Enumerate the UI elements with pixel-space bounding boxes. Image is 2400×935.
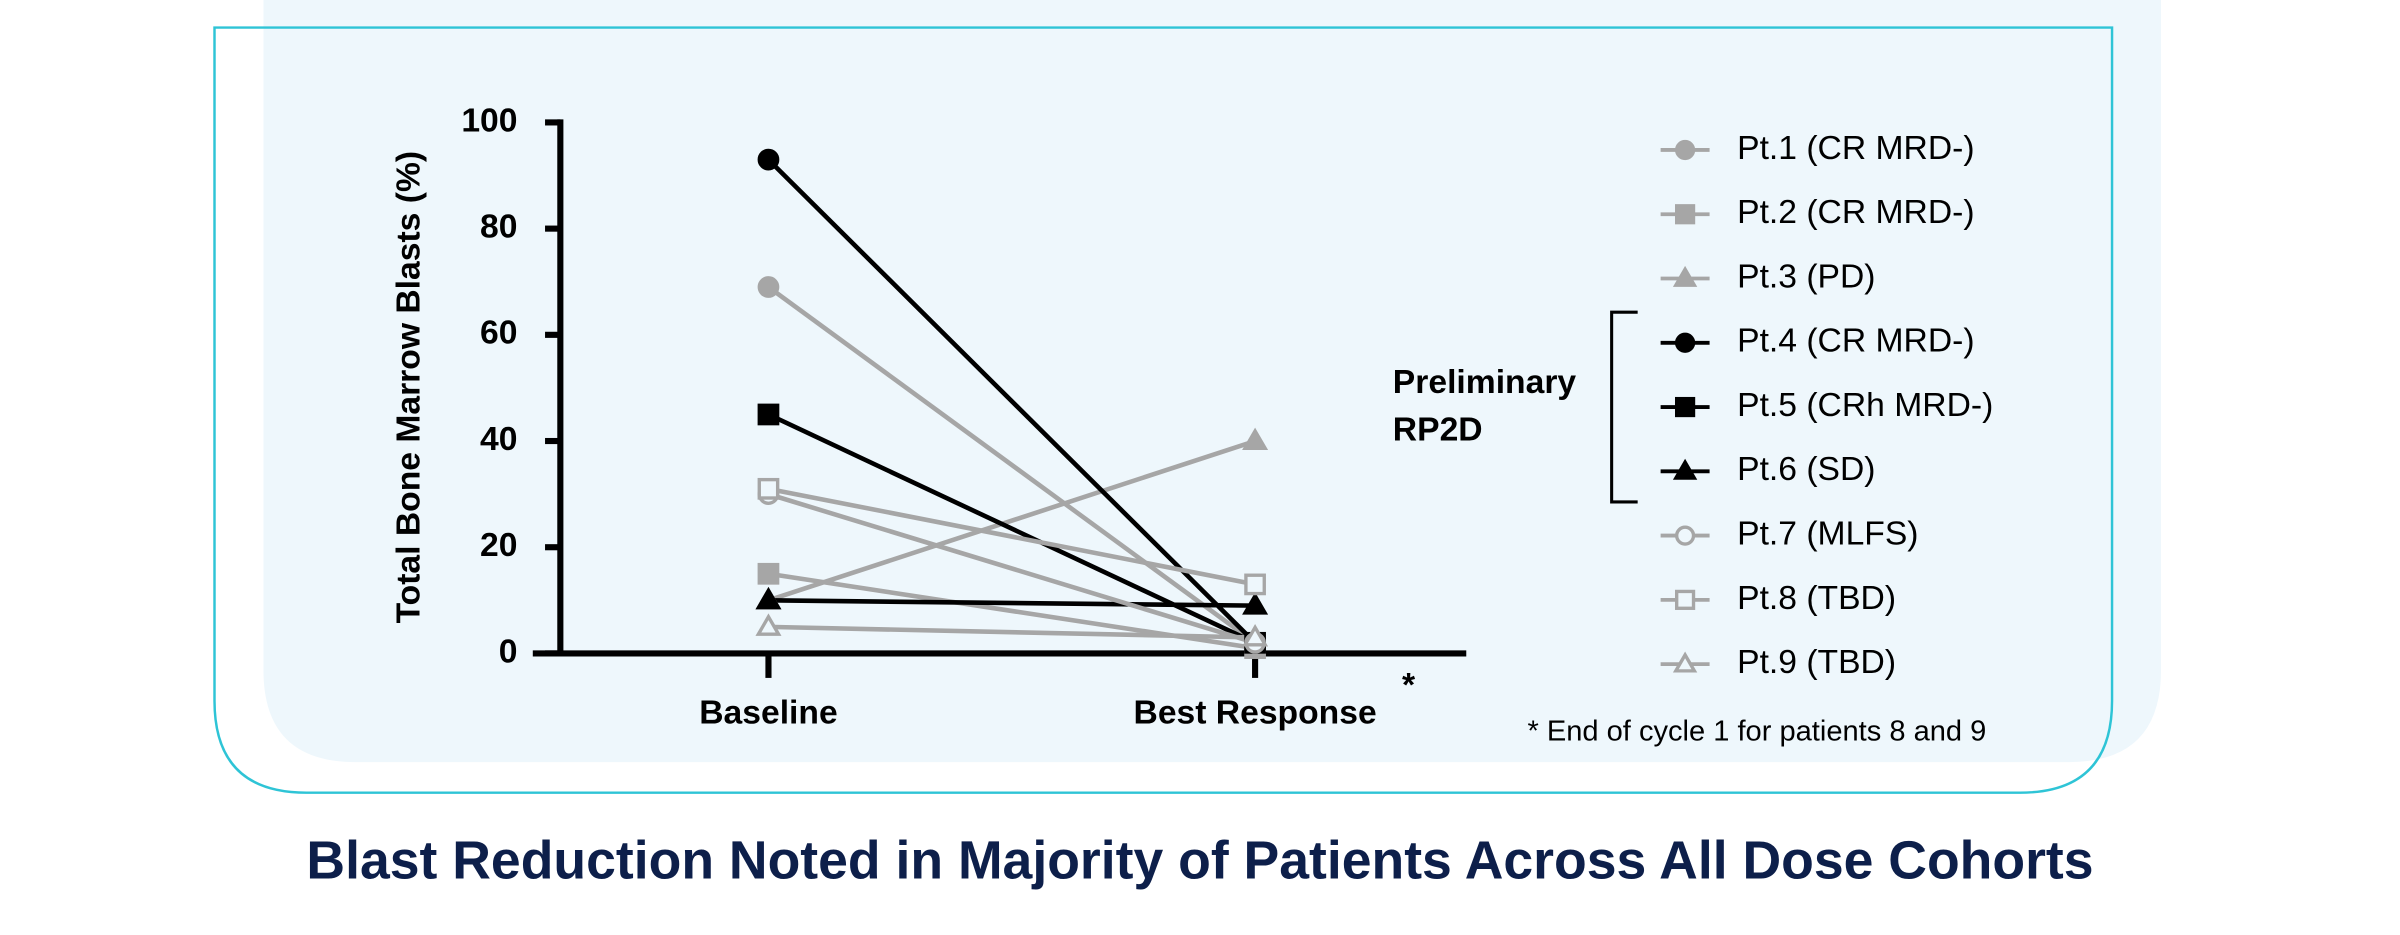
- category-note: *: [1402, 667, 1416, 704]
- y-tick-label: 100: [461, 102, 517, 139]
- chart-title: Blast Reduction Noted in Majority of Pat…: [306, 832, 2093, 891]
- data-point: [757, 148, 780, 171]
- legend-marker: [1674, 332, 1696, 353]
- series-line: [768, 486, 1256, 587]
- panel-border: [213, 26, 2114, 794]
- series-line: [767, 285, 1257, 645]
- data-point: [1242, 427, 1269, 451]
- series-line: [768, 598, 1256, 608]
- y-axis-label: Total Bone Marrow Blasts (%): [390, 151, 427, 624]
- legend-marker: [1674, 396, 1696, 418]
- bracket-label: RP2D: [1393, 411, 1483, 448]
- legend-label: Pt.1 (CR MRD-): [1737, 130, 1974, 167]
- legend-marker: [1674, 525, 1696, 546]
- legend-marker: [1672, 651, 1698, 673]
- bracket: [1610, 310, 1638, 504]
- y-tick-label: 20: [480, 527, 517, 564]
- series-line: [768, 624, 1256, 640]
- footnote: * End of cycle 1 for patients 8 and 9: [1527, 716, 1986, 748]
- legend-marker: [1674, 139, 1696, 161]
- data-point: [1242, 624, 1269, 647]
- y-tick-label: 80: [480, 209, 517, 246]
- series-line: [767, 438, 1256, 603]
- panel-background: [263, 0, 2162, 763]
- legend-label: Pt.8 (TBD): [1737, 580, 1896, 617]
- y-tick-label: 0: [499, 633, 518, 670]
- data-point: [757, 276, 780, 298]
- legend-label: Pt.3 (PD): [1737, 258, 1875, 295]
- legend-label: Pt.6 (SD): [1737, 451, 1875, 488]
- data-point: [755, 586, 782, 610]
- legend-label: Pt.9 (TBD): [1737, 644, 1896, 681]
- data-point: [757, 477, 780, 500]
- legend-label: Pt.2 (CR MRD-): [1737, 194, 1974, 231]
- y-tick-label: 40: [480, 421, 517, 458]
- legend-marker: [1672, 458, 1698, 480]
- legend-label: Pt.5 (CRh MRD-): [1737, 387, 1993, 424]
- x-tick-label: Baseline: [699, 695, 837, 732]
- data-point: [1242, 592, 1269, 615]
- legend-label: Pt.4 (CR MRD-): [1737, 323, 1974, 360]
- legend-marker: [1672, 265, 1698, 287]
- x-tick-label: Best Response: [1134, 695, 1377, 732]
- data-point: [1244, 573, 1266, 596]
- bracket-label: Preliminary: [1393, 364, 1577, 401]
- y-tick-label: 60: [480, 315, 517, 352]
- series-line: [767, 491, 1256, 646]
- data-point: [757, 403, 780, 426]
- data-point: [755, 613, 782, 636]
- legend-marker: [1674, 589, 1696, 610]
- legend-label: Pt.7 (MLFS): [1737, 515, 1918, 552]
- legend-marker: [1674, 204, 1696, 225]
- data-point: [757, 562, 780, 585]
- series-line: [766, 157, 1257, 645]
